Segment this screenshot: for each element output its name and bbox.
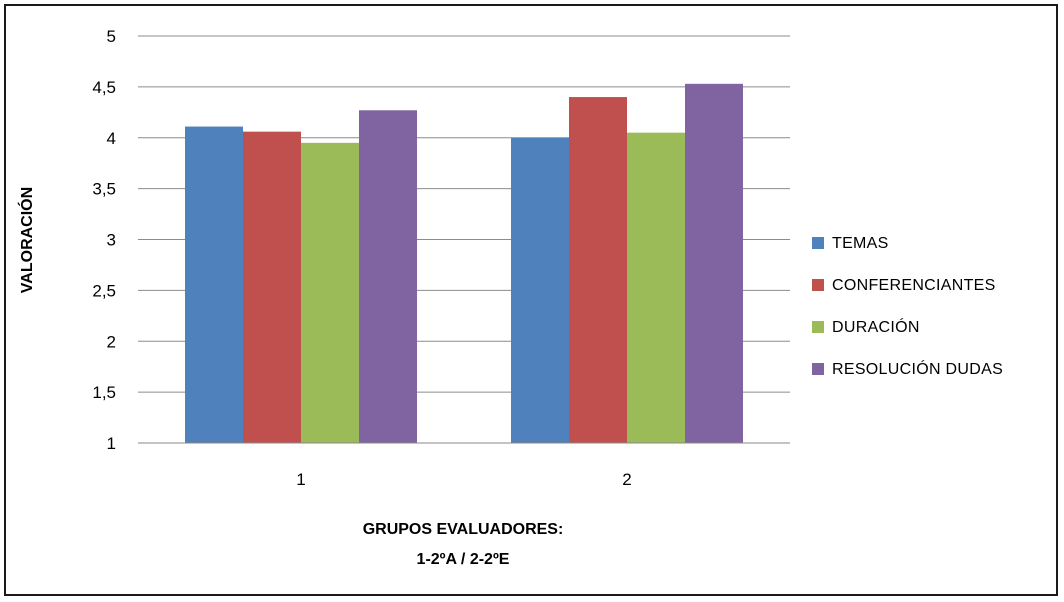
y-axis-title: VALORACIÓN	[17, 187, 36, 293]
bar-conferenciantes-2	[569, 97, 627, 444]
x-axis-title-line-1: GRUPOS EVALUADORES:	[363, 521, 564, 538]
y-tick-label: 4,5	[92, 78, 116, 97]
x-tick-label: 1	[296, 470, 305, 489]
y-tick-label: 4	[107, 129, 116, 148]
legend-swatch-conferenciantes	[812, 279, 824, 291]
legend-swatch-duraci-n	[812, 321, 824, 333]
bar-temas-1	[185, 126, 243, 444]
y-tick-label: 1,5	[92, 383, 116, 402]
bar-resoluci-n-dudas-1	[359, 110, 417, 443]
y-tick-label: 1	[107, 434, 116, 453]
legend: TEMAS CONFERENCIANTES DURACIÓN RESOLUCIÓN D…	[812, 235, 1003, 378]
legend-label-conferenciantes: CONFERENCIANTES	[832, 277, 996, 294]
y-tick-label: 3	[107, 231, 116, 250]
y-tick-label: 3,5	[92, 180, 116, 199]
legend-label-duraci-n: DURACIÓN	[832, 317, 920, 336]
y-tick-label: 5	[107, 27, 116, 46]
legend-swatch-temas	[812, 237, 824, 249]
bar-resoluci-n-dudas-2	[685, 83, 743, 443]
y-tick-label: 2	[107, 332, 116, 351]
legend-label-resoluci-n-dudas: RESOLUCIÓN DUDAS	[832, 359, 1003, 378]
bars	[185, 83, 743, 444]
bar-duraci-n-2	[627, 132, 685, 443]
legend-label-temas: TEMAS	[832, 235, 889, 252]
bar-temas-2	[511, 137, 569, 443]
bar-conferenciantes-1	[243, 131, 301, 443]
x-tick-label: 2	[622, 470, 631, 489]
x-axis-title-line-2: 1-2ºA / 2-2ºE	[417, 551, 510, 568]
y-axis-ticks: 1 1,5 2 2,5 3 3,5 4 4,5 5	[92, 27, 116, 453]
y-tick-label: 2,5	[92, 281, 116, 300]
legend-swatch-resoluci-n-dudas	[812, 363, 824, 375]
bar-duraci-n-1	[301, 142, 359, 443]
